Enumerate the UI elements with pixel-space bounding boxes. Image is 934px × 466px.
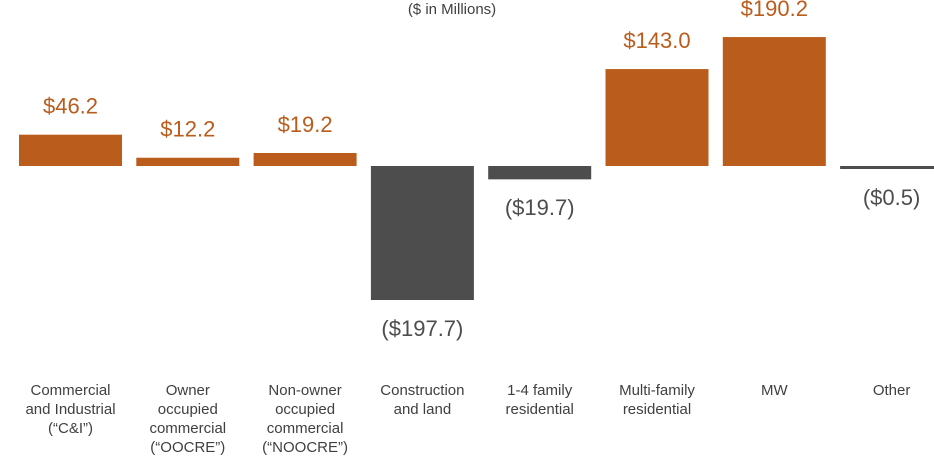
bar [840, 166, 934, 169]
bar [19, 134, 122, 166]
x-tick-label: Non-owner occupied commercial (“NOOCRE”) [262, 382, 348, 456]
chart-subtitle: ($ in Millions) [408, 1, 496, 18]
x-tick-label-line: 1-4 family [507, 382, 573, 399]
value-label: ($197.7) [381, 316, 463, 341]
x-tick-label-line: Commercial [30, 382, 110, 399]
value-label: $190.2 [741, 0, 808, 21]
x-tick-label-line: occupied [275, 401, 335, 418]
x-tick-label-line: (“OOCRE”) [150, 439, 225, 456]
x-tick-label-line: residential [623, 401, 691, 418]
x-tick-label-line: residential [506, 401, 574, 418]
bar [370, 166, 474, 300]
bar [722, 37, 826, 166]
x-tick-label-line: commercial [267, 420, 344, 437]
x-tick-label: Owner occupied commercial (“OOCRE”) [149, 382, 226, 456]
bar [253, 152, 357, 166]
x-tick-label-line: (“C&I”) [48, 420, 93, 437]
bar [605, 69, 709, 166]
x-tick-label-line: Owner [166, 382, 210, 399]
x-tick-label-line: Non-owner [268, 382, 341, 399]
x-tick-label-line: (“NOOCRE”) [262, 439, 348, 456]
value-label: ($0.5) [863, 185, 920, 210]
bar [488, 166, 592, 180]
x-tick-label-line: commercial [149, 420, 226, 437]
x-tick-label: Multi-family residential [619, 382, 695, 418]
x-tick-label: Construction and land [380, 382, 464, 418]
x-tick-label: 1-4 family residential [506, 382, 574, 418]
x-tick-label-line: Other [873, 382, 911, 399]
x-tick-label-line: and Industrial [25, 401, 115, 418]
x-tick-label: Other [873, 382, 911, 399]
value-label: $12.2 [160, 117, 215, 142]
bar [136, 157, 240, 166]
value-label: $46.2 [43, 93, 98, 118]
value-label: $143.0 [623, 28, 690, 53]
x-tick-label-line: Construction [380, 382, 464, 399]
x-tick-label-line: occupied [158, 401, 218, 418]
x-tick-label: MW [761, 382, 788, 399]
x-tick-label-line: Multi-family [619, 382, 695, 399]
x-tick-label: Commercial and Industrial (“C&I”) [25, 382, 115, 437]
x-tick-label-line: and land [394, 401, 452, 418]
x-tick-label-line: MW [761, 382, 788, 399]
value-label: $19.2 [278, 112, 333, 137]
value-label: ($19.7) [505, 195, 575, 220]
